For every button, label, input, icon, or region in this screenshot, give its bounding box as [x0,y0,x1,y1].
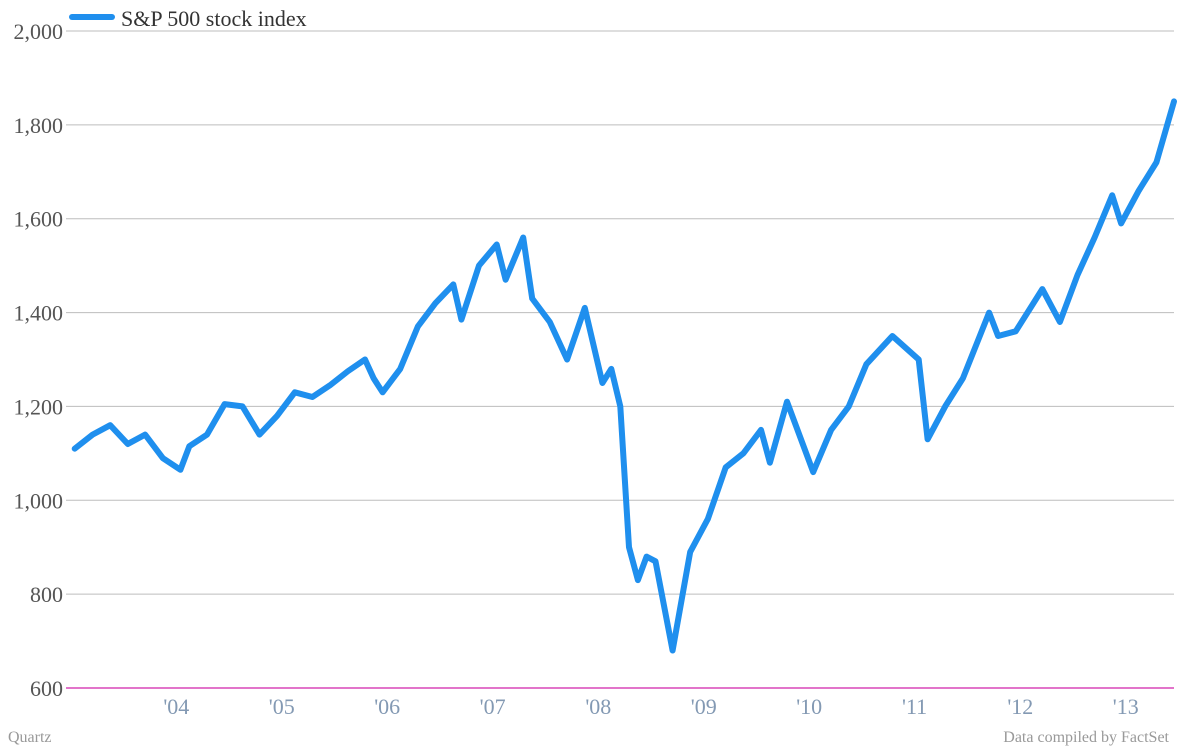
legend: S&P 500 stock index [69,6,307,31]
x-tick-label-05: '05 [269,694,295,719]
y-axis-tick-labels: 600 800 1,000 1,200 1,400 1,600 1,800 2,000 [14,19,64,701]
y-tick-label-1000: 1,000 [14,488,64,513]
x-axis-tick-labels: '04 '05 '06 '07 '08 '09 '10 '11 '12 '13 [163,694,1138,719]
x-tick-label-10: '10 [796,694,822,719]
y-tick-label-1600: 1,600 [14,207,64,232]
x-tick-label-08: '08 [585,694,611,719]
y-tick-label-600: 600 [30,676,63,701]
x-tick-label-06: '06 [374,694,400,719]
series-line-sp500 [71,98,1177,654]
y-tick-label-800: 800 [30,582,63,607]
y-tick-label-2000: 2,000 [14,19,64,44]
series-layer [71,98,1177,654]
x-tick-label-13: '13 [1113,694,1139,719]
x-tick-label-12: '12 [1007,694,1033,719]
x-tick-label-04: '04 [163,694,189,719]
y-tick-label-1800: 1,800 [14,113,64,138]
y-tick-label-1200: 1,200 [14,394,64,419]
gridlines [66,30,1174,689]
x-tick-label-09: '09 [691,694,717,719]
x-tick-label-07: '07 [480,694,506,719]
legend-label-sp500: S&P 500 stock index [121,6,307,31]
source-credit-quartz: Quartz [8,729,52,746]
x-tick-label-11: '11 [902,694,927,719]
y-tick-label-1400: 1,400 [14,301,64,326]
source-credit-factset: Data compiled by FactSet [1003,729,1169,746]
